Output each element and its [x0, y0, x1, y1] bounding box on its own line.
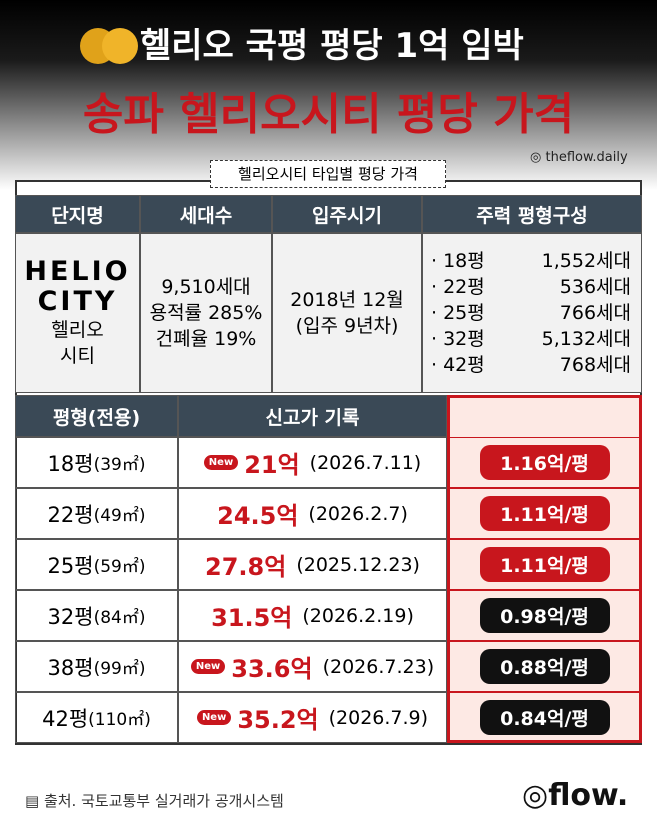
type-row: · 42평 768세대	[423, 352, 641, 378]
footer-logo-text: flow.	[548, 778, 629, 813]
new-badge: New	[190, 659, 226, 674]
size: 22평	[47, 502, 94, 527]
record-cell: 27.8억 (2025.12.23)	[178, 539, 447, 590]
body-cell: 2018년 12월 (입주 9년차)	[272, 233, 422, 393]
type-row: · 32평 5,132세대	[423, 326, 641, 352]
type-count: 768세대	[559, 354, 631, 376]
area: (84㎡)	[93, 608, 146, 628]
per-cell: 0.84억/평	[447, 692, 642, 743]
household-info: 9,510세대	[161, 276, 251, 298]
type-size: · 32평	[431, 328, 485, 350]
date: (2026.2.7)	[308, 502, 408, 525]
complex-name: 시티	[60, 345, 95, 367]
logo-text: HELIO	[24, 256, 131, 287]
type-size: · 25평	[431, 302, 485, 324]
type-count: 1,552세대	[541, 250, 631, 272]
per-cell: 1.11억/평	[447, 539, 642, 590]
per-pyeong: 1.16억/평	[479, 445, 610, 480]
type-count: 5,132세대	[541, 328, 631, 350]
move-in: (입주 9년차)	[295, 315, 399, 337]
per-cell: 1.11억/평	[447, 488, 642, 539]
title: 헬리오 국평 평당 1억 임박	[140, 26, 524, 66]
type-count: 536세대	[559, 276, 631, 298]
per-pyeong: 0.84억/평	[479, 700, 610, 735]
area: (59㎡)	[93, 557, 146, 577]
type-size: · 42평	[431, 354, 485, 376]
header-cell: 입주시기	[272, 195, 422, 233]
size-cell: 25평 (59㎡)	[15, 539, 178, 590]
move-in: 2018년 12월	[290, 289, 404, 311]
per-pyeong: 0.88억/평	[479, 649, 610, 684]
household-info: 건폐율 19%	[155, 328, 257, 350]
size: 38평	[47, 655, 94, 680]
size-cell: 38평 (99㎡)	[15, 641, 178, 692]
badge: 헬리오시티 타입별 평당 가격	[210, 160, 446, 188]
header-cell: 신고가 기록	[178, 395, 447, 437]
per-cell: 0.98억/평	[447, 590, 642, 641]
header-cell: 세대수	[140, 195, 272, 233]
size-cell: 32평 (84㎡)	[15, 590, 178, 641]
size: 32평	[47, 604, 94, 629]
date: (2026.7.11)	[309, 451, 422, 474]
per-cell: 1.16억/평	[447, 437, 642, 488]
size-cell: 18평 (39㎡)	[15, 437, 178, 488]
area: (39㎡)	[93, 455, 146, 475]
household-info: 용적률 285%	[149, 302, 263, 324]
type-row: · 18평 1,552세대	[423, 248, 641, 274]
type-size: · 18평	[431, 250, 485, 272]
area: (110㎡)	[88, 710, 151, 730]
type-row: · 25평 766세대	[423, 300, 641, 326]
size: 42평	[42, 706, 89, 731]
logo-text: CITY	[37, 286, 118, 317]
price: 27.8억	[205, 553, 287, 581]
size: 18평	[47, 451, 94, 476]
body-cell: · 18평 1,552세대 · 22평 536세대 · 25평 766세대 · 32평 5,1…	[422, 233, 642, 393]
money-icon	[80, 28, 138, 64]
price: 21억	[244, 451, 300, 479]
price: 35.2억	[237, 706, 319, 734]
date: (2026.2.19)	[302, 604, 414, 627]
record-cell: New 21억 (2026.7.11)	[178, 437, 447, 488]
date: (2026.7.9)	[328, 706, 429, 729]
size-cell: 42평 (110㎡)	[15, 692, 178, 743]
record-cell: 24.5억 (2026.2.7)	[178, 488, 447, 539]
size-cell: 22평 (49㎡)	[15, 488, 178, 539]
price: 33.6억	[231, 655, 313, 683]
footer-logo: ◎flow.	[522, 778, 629, 813]
new-badge: New	[196, 710, 232, 725]
source: ▤ 출처. 국토교통부 실거래가 공개시스템	[25, 792, 284, 810]
date: (2026.7.23)	[322, 655, 435, 678]
area: (99㎡)	[93, 659, 146, 679]
type-row: · 22평 536세대	[423, 274, 641, 300]
handle: ◎ theflow.daily	[530, 150, 628, 165]
date: (2025.12.23)	[296, 553, 420, 576]
header-cell: 단지명	[15, 195, 140, 233]
size: 25평	[47, 553, 94, 578]
record-cell: 31.5억 (2026.2.19)	[178, 590, 447, 641]
price: 24.5억	[217, 502, 299, 530]
header-cell: 평형(전용)	[15, 395, 178, 437]
area: (49㎡)	[93, 506, 146, 526]
per-pyeong: 1.11억/평	[479, 496, 610, 531]
price: 31.5억	[211, 604, 293, 632]
per-pyeong: 0.98억/평	[479, 598, 610, 633]
record-cell: New 35.2억 (2026.7.9)	[178, 692, 447, 743]
complex-name: 헬리오	[51, 319, 104, 341]
record-cell: New 33.6억 (2026.7.23)	[178, 641, 447, 692]
subtitle: 송파 헬리오시티 평당 가격	[82, 89, 575, 140]
header-cell: 주력 평형구성	[422, 195, 642, 233]
type-count: 766세대	[559, 302, 631, 324]
source-text: 출처. 국토교통부 실거래가 공개시스템	[43, 792, 284, 810]
per-pyeong: 1.11억/평	[479, 547, 610, 582]
new-badge: New	[203, 455, 239, 470]
per-cell: 0.88억/평	[447, 641, 642, 692]
type-size: · 22평	[431, 276, 485, 298]
handle-text: theflow.daily	[545, 150, 628, 165]
